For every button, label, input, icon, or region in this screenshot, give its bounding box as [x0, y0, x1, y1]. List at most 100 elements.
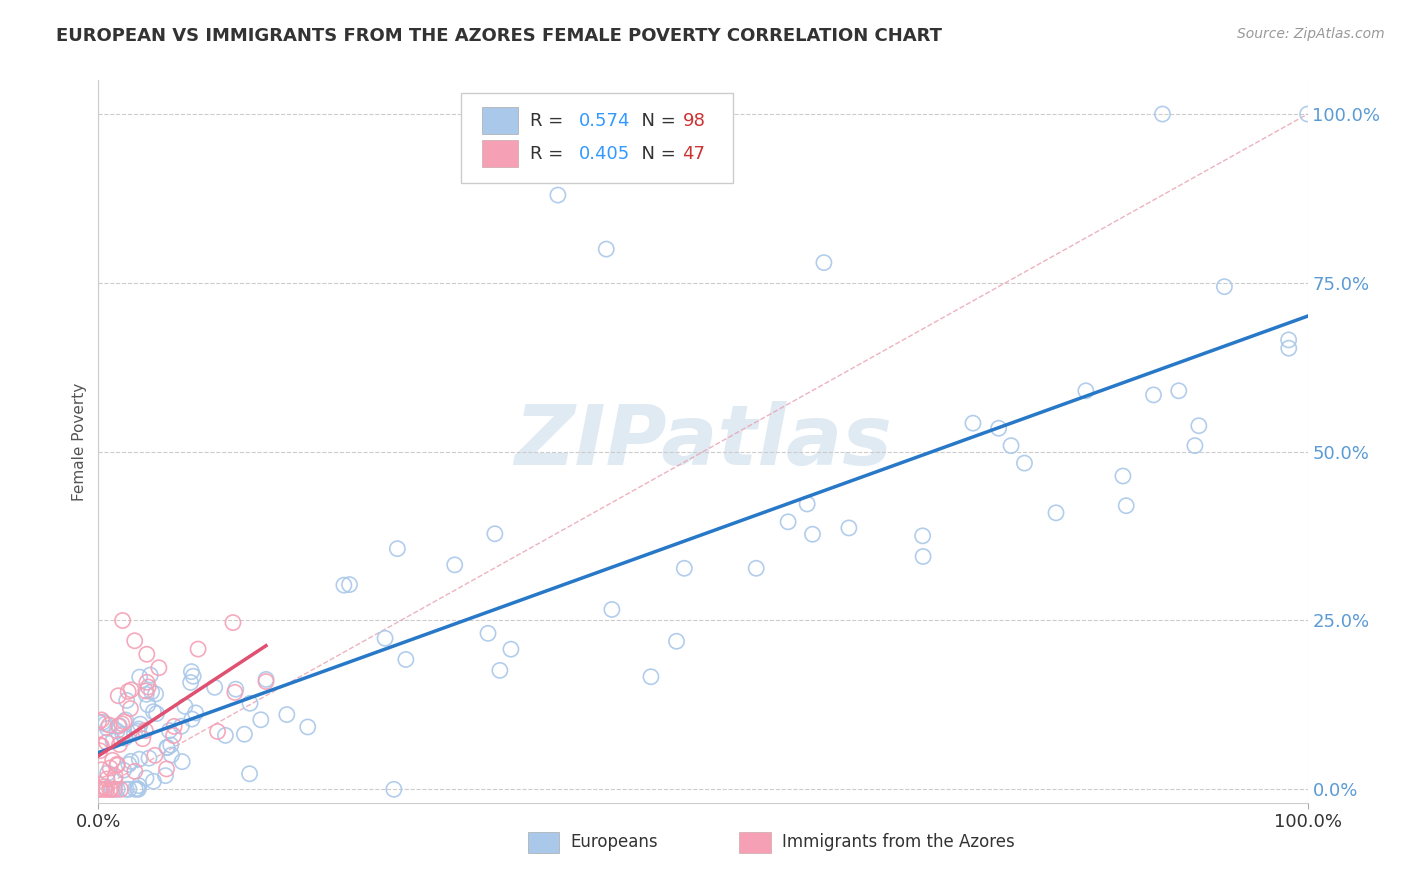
Point — [912, 549, 935, 564]
Point — [94, 717, 117, 731]
Point — [90, 782, 112, 797]
Point — [141, 685, 163, 699]
Point — [395, 652, 418, 666]
Point — [127, 724, 149, 739]
Point — [91, 715, 114, 730]
Point — [114, 731, 136, 745]
Point — [1213, 279, 1236, 293]
Point — [142, 705, 165, 719]
Text: 0.574: 0.574 — [578, 112, 630, 130]
FancyBboxPatch shape — [482, 139, 517, 167]
Point — [118, 757, 141, 772]
Text: N =: N = — [630, 112, 682, 130]
Point — [1188, 418, 1211, 433]
Point — [90, 763, 112, 777]
Point — [145, 706, 167, 721]
Point — [120, 755, 142, 769]
Point — [124, 725, 146, 739]
Point — [89, 782, 111, 797]
Point — [104, 769, 127, 783]
Point — [124, 764, 146, 779]
Point — [111, 614, 134, 628]
Point — [103, 782, 125, 797]
Point — [477, 626, 499, 640]
Point — [224, 685, 246, 699]
Point — [156, 740, 179, 755]
Y-axis label: Female Poverty: Female Poverty — [72, 383, 87, 500]
Point — [813, 255, 835, 269]
Point — [184, 706, 207, 720]
Point — [105, 782, 128, 797]
Point — [156, 740, 179, 755]
Point — [111, 716, 134, 731]
Text: EUROPEAN VS IMMIGRANTS FROM THE AZORES FEMALE POVERTY CORRELATION CHART: EUROPEAN VS IMMIGRANTS FROM THE AZORES F… — [56, 27, 942, 45]
Point — [489, 664, 512, 678]
Point — [127, 781, 149, 796]
Point — [96, 735, 118, 749]
Point — [163, 719, 186, 733]
Point — [101, 753, 124, 767]
FancyBboxPatch shape — [740, 831, 770, 854]
Point — [174, 699, 197, 714]
Point — [778, 515, 800, 529]
Point — [204, 681, 226, 695]
Text: ZIPatlas: ZIPatlas — [515, 401, 891, 482]
Text: R =: R = — [530, 112, 569, 130]
Point — [382, 782, 405, 797]
Point — [128, 722, 150, 736]
Text: Source: ZipAtlas.com: Source: ZipAtlas.com — [1237, 27, 1385, 41]
Point — [796, 497, 818, 511]
Text: 47: 47 — [682, 145, 706, 163]
Point — [665, 634, 688, 648]
Point — [107, 689, 129, 703]
Point — [207, 724, 229, 739]
Point — [108, 718, 131, 732]
Point — [139, 668, 162, 682]
Point — [128, 779, 150, 793]
Point — [1278, 333, 1301, 347]
Point — [155, 769, 177, 783]
Point — [1045, 506, 1067, 520]
Point — [276, 707, 298, 722]
Point — [254, 673, 277, 687]
Point — [595, 242, 617, 256]
Point — [117, 684, 139, 698]
Point — [142, 774, 165, 789]
Point — [107, 719, 129, 733]
Point — [600, 602, 623, 616]
Point — [238, 766, 260, 780]
Point — [1184, 439, 1206, 453]
Point — [547, 188, 569, 202]
Point — [172, 755, 194, 769]
Point — [90, 739, 112, 753]
Point — [640, 670, 662, 684]
Point — [115, 693, 138, 707]
Point — [484, 526, 506, 541]
Point — [96, 721, 118, 735]
Point — [1115, 499, 1137, 513]
Point — [87, 714, 110, 729]
Point — [135, 687, 157, 701]
Point — [160, 747, 183, 762]
Point — [108, 738, 131, 752]
Point — [138, 751, 160, 765]
Point — [93, 782, 115, 797]
Point — [118, 782, 141, 797]
Text: Immigrants from the Azores: Immigrants from the Azores — [782, 833, 1014, 851]
Point — [136, 698, 159, 712]
Text: R =: R = — [530, 145, 569, 163]
FancyBboxPatch shape — [527, 831, 560, 854]
Point — [159, 738, 181, 752]
Point — [180, 665, 202, 679]
Point — [143, 748, 166, 763]
Point — [962, 416, 984, 430]
Point — [225, 682, 247, 697]
FancyBboxPatch shape — [482, 107, 517, 135]
Point — [180, 675, 202, 690]
Point — [89, 744, 111, 758]
Point — [443, 558, 465, 572]
Point — [170, 719, 193, 733]
Point — [1296, 107, 1319, 121]
Point — [97, 766, 120, 780]
Point — [187, 642, 209, 657]
